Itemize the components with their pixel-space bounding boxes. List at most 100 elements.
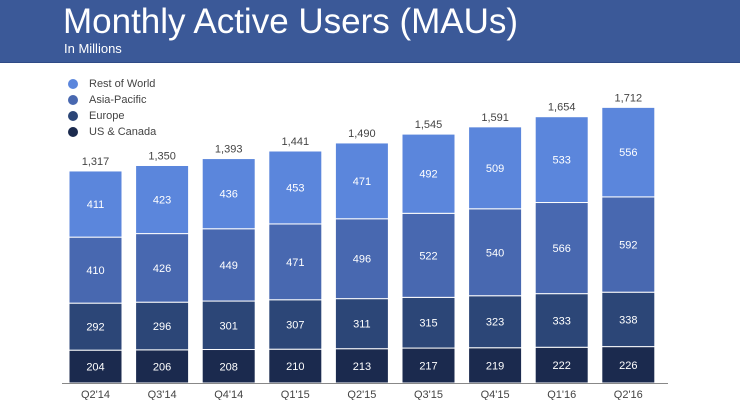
total-label: 1,393: [215, 144, 243, 156]
segment-label: 496: [353, 254, 371, 266]
segment-label: 222: [553, 360, 571, 372]
legend-item: Rest of World: [68, 76, 156, 92]
x-tick-label: Q4'14: [214, 389, 243, 400]
total-label: 1,441: [282, 136, 310, 148]
x-tick-label: Q1'15: [281, 389, 310, 400]
x-tick-label: Q3'15: [414, 389, 443, 400]
bar-segment: [201, 228, 256, 302]
bar-segment: [534, 346, 589, 384]
total-label: 1,490: [348, 128, 376, 140]
segment-label: 323: [486, 317, 504, 329]
segment-label: 210: [286, 361, 304, 373]
segment-label: 509: [486, 163, 504, 175]
bar-segment: [601, 106, 656, 198]
legend-item: US & Canada: [68, 124, 156, 140]
legend-item: Asia-Pacific: [68, 92, 156, 108]
bar-segment: [401, 347, 456, 384]
segment-label: 410: [86, 265, 104, 277]
segment-label: 226: [619, 360, 637, 372]
x-tick-label: Q2'14: [81, 389, 110, 400]
bar-segment: [68, 170, 123, 238]
page-subtitle: In Millions: [64, 41, 122, 56]
segment-label: 301: [220, 320, 238, 332]
segment-label: 206: [153, 361, 171, 373]
segment-label: 311: [353, 319, 371, 331]
bar-segment: [201, 158, 256, 230]
total-label: 1,654: [548, 102, 576, 114]
total-label: 1,591: [481, 112, 509, 124]
segment-label: 426: [153, 263, 171, 275]
segment-label: 411: [87, 199, 105, 211]
bar-segment: [468, 347, 523, 384]
total-label: 1,545: [415, 119, 443, 131]
legend-label: Asia-Pacific: [89, 94, 147, 106]
x-tick-label: Q3'14: [148, 389, 177, 400]
bar-segment: [135, 349, 190, 384]
segment-label: 556: [619, 147, 637, 159]
bar-segment: [135, 301, 190, 351]
segment-label: 471: [286, 257, 304, 269]
bar-segment: [468, 126, 523, 210]
x-tick-label: Q1'16: [547, 389, 576, 400]
segment-label: 333: [553, 315, 571, 327]
bar-segment: [601, 196, 656, 293]
segment-label: 492: [419, 169, 437, 181]
legend-label: Europe: [89, 110, 125, 122]
bar-segment: [468, 295, 523, 349]
segment-label: 213: [353, 361, 371, 373]
segment-label: 471: [353, 176, 371, 188]
bar-segment: [268, 223, 323, 301]
bar-segment: [68, 236, 123, 304]
segment-label: 592: [619, 240, 637, 252]
segment-label: 436: [220, 189, 238, 201]
segment-label: 338: [619, 314, 637, 326]
bar-segment: [68, 302, 123, 351]
bar-segment: [534, 202, 589, 295]
bar-segment: [201, 349, 256, 384]
segment-label: 522: [419, 250, 437, 262]
legend-dot-icon: [68, 111, 78, 121]
page-title: Monthly Active Users (MAUs): [63, 2, 519, 41]
legend-label: US & Canada: [89, 126, 157, 138]
x-tick-label: Q2'15: [347, 389, 376, 400]
total-label: 1,317: [82, 156, 110, 168]
bar-segment: [334, 142, 389, 220]
bar-segment: [534, 293, 589, 348]
segment-label: 217: [419, 361, 437, 373]
legend-item: Europe: [68, 108, 156, 124]
segment-label: 540: [486, 247, 504, 259]
bar-segment: [201, 300, 256, 351]
segment-label: 453: [286, 182, 304, 194]
segment-label: 566: [553, 243, 571, 255]
segment-label: 315: [419, 318, 437, 330]
bar-segment: [135, 164, 190, 235]
segment-label: 204: [86, 362, 104, 374]
chart-legend: Rest of World Asia-Pacific Europe US & Cana…: [68, 76, 156, 140]
segment-label: 423: [153, 195, 171, 207]
bar-segment: [268, 348, 323, 384]
segment-label: 219: [486, 360, 504, 372]
bar-segment: [268, 299, 323, 350]
legend-label: Rest of World: [89, 78, 156, 90]
segment-label: 296: [153, 321, 171, 333]
segment-label: 208: [220, 361, 238, 373]
bar-segment: [534, 116, 589, 204]
bar-segment: [601, 291, 656, 348]
segment-label: 292: [86, 322, 104, 334]
segment-label: 533: [553, 155, 571, 167]
bar-segment: [334, 218, 389, 300]
x-tick-label: Q2'16: [614, 389, 643, 400]
bar-segment: [334, 348, 389, 384]
bar-segment: [401, 212, 456, 298]
segment-label: 307: [286, 319, 304, 331]
bar-segment: [268, 150, 323, 225]
header-bar: Monthly Active Users (MAUs) In Millions: [0, 0, 740, 63]
total-label: 1,350: [148, 150, 176, 162]
legend-dot-icon: [68, 127, 78, 137]
legend-dot-icon: [68, 95, 78, 105]
x-tick-label: Q4'15: [481, 389, 510, 400]
bar-segment: [401, 133, 456, 214]
total-label: 1,712: [615, 92, 643, 104]
legend-dot-icon: [68, 79, 78, 89]
